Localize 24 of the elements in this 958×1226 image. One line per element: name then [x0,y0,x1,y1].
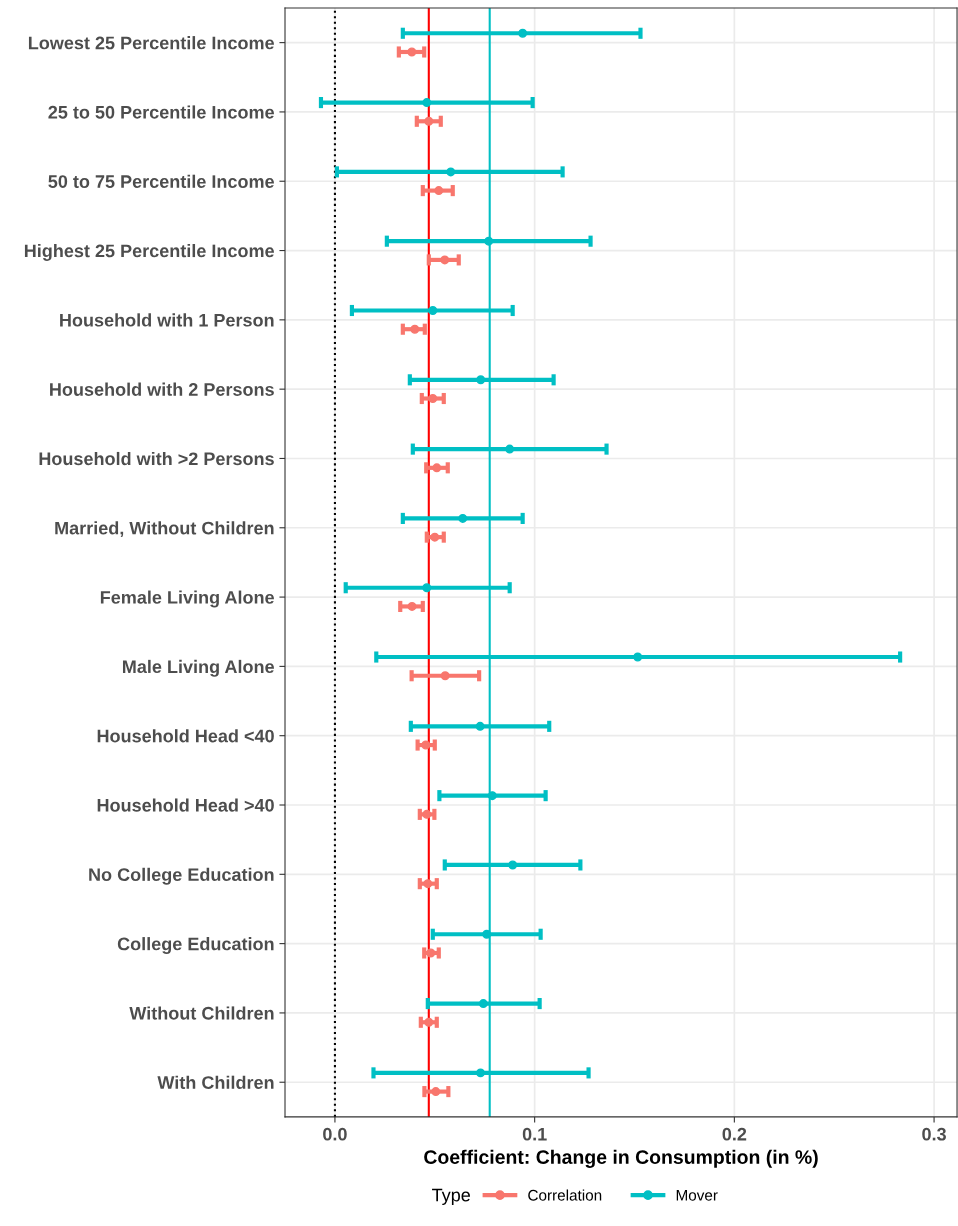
y-tick-label: No College Education [89,867,274,885]
y-tick-label: College Education [117,937,274,954]
x-tick-label: 0.0 [323,1127,347,1141]
legend-label: Correlation [528,1189,602,1201]
y-tick-label: Female Living Alone [100,590,274,608]
y-tick-label: Without Children [129,1006,274,1020]
legend-label: Mover [676,1190,718,1201]
x-tick-label: 0.3 [922,1127,946,1141]
y-tick-label: Household with 2 Persons [50,382,274,396]
x-tick-label: 0.2 [722,1127,747,1141]
x-axis-title: Coefficient: Change in Consumption (in %) [424,1149,818,1168]
legend-title: Type [432,1188,470,1205]
y-tick-label: Highest 25 Percentile Income [24,244,274,261]
y-tick-label: Household Head <40 [97,729,274,743]
y-tick-label: Household with 1 Person [60,313,274,327]
y-tick-label: Married, Without Children [55,521,274,538]
y-tick-label: Household Head >40 [97,798,274,812]
y-tick-label: Household with >2 Persons [39,451,274,466]
y-tick-label: Male Living Alone [123,659,274,677]
y-tick-label: 50 to 75 Percentile Income [48,174,274,188]
y-tick-label: 25 to 50 Percentile Income [48,105,274,119]
y-tick-label: With Children [157,1075,274,1089]
x-tick-label: 0.1 [522,1127,547,1141]
y-tick-label: Lowest 25 Percentile Income [28,36,274,50]
